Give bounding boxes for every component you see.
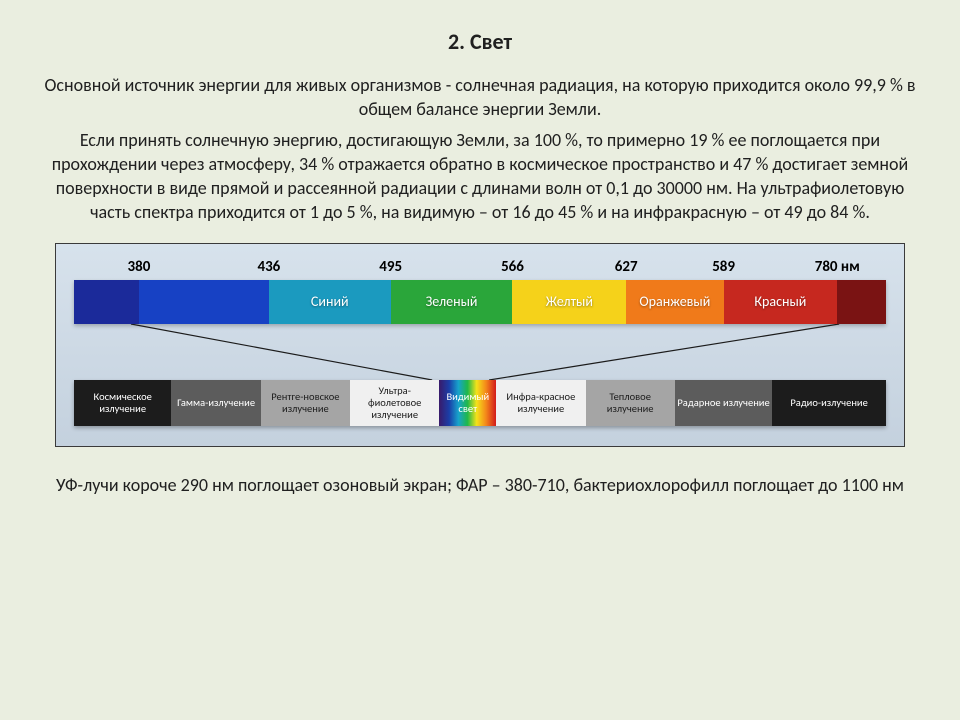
tick-label: 566 — [501, 258, 524, 276]
visible-segment: Синий — [269, 280, 391, 324]
tick-label: 436 — [257, 258, 280, 276]
em-segment: Радио-излучение — [772, 380, 886, 426]
visible-segment: Красный — [724, 280, 838, 324]
em-segment: Тепловое излучение — [586, 380, 675, 426]
page-title: 2. Свет — [40, 28, 920, 55]
em-segment: Инфра-красное излучение — [496, 380, 585, 426]
wavelength-ticks: 380 436 495 566 627 589 780 нм — [74, 258, 886, 278]
visible-segment: Оранжевый — [626, 280, 723, 324]
em-segment: Гамма-излучение — [171, 380, 260, 426]
intro-para-2: Если принять солнечную энергию, достигаю… — [40, 128, 920, 225]
visible-segment — [74, 280, 139, 324]
em-segment: Космическое излучение — [74, 380, 171, 426]
intro-para-1: Основной источник энергии для живых орга… — [40, 73, 920, 122]
visible-segment: Желтый — [512, 280, 626, 324]
visible-spectrum-bar: СинийЗеленыйЖелтыйОранжевыйКрасный — [74, 280, 886, 324]
tick-label: 627 — [615, 258, 638, 276]
visible-segment: Зеленый — [391, 280, 513, 324]
spectrum-diagram: 380 436 495 566 627 589 780 нм СинийЗеленыйЖел… — [55, 243, 905, 447]
em-segment: Рентге-новское излучение — [261, 380, 350, 426]
em-segment: Радарное излучение — [675, 380, 772, 426]
em-segment: Ультра-фиолетовое излучение — [350, 380, 439, 426]
tick-label: 495 — [379, 258, 402, 276]
tick-label: 589 — [712, 258, 735, 276]
footer-note: УФ-лучи короче 290 нм поглощает озоновый… — [40, 473, 920, 497]
visible-segment — [837, 280, 886, 324]
connector-lines — [74, 324, 886, 380]
tick-label: 380 — [128, 258, 151, 276]
tick-label: 780 нм — [815, 258, 860, 276]
full-em-spectrum-bar: Космическое излучениеГамма-излучениеРент… — [74, 380, 886, 426]
visible-segment — [139, 280, 269, 324]
em-segment: Видимый свет — [439, 380, 496, 426]
